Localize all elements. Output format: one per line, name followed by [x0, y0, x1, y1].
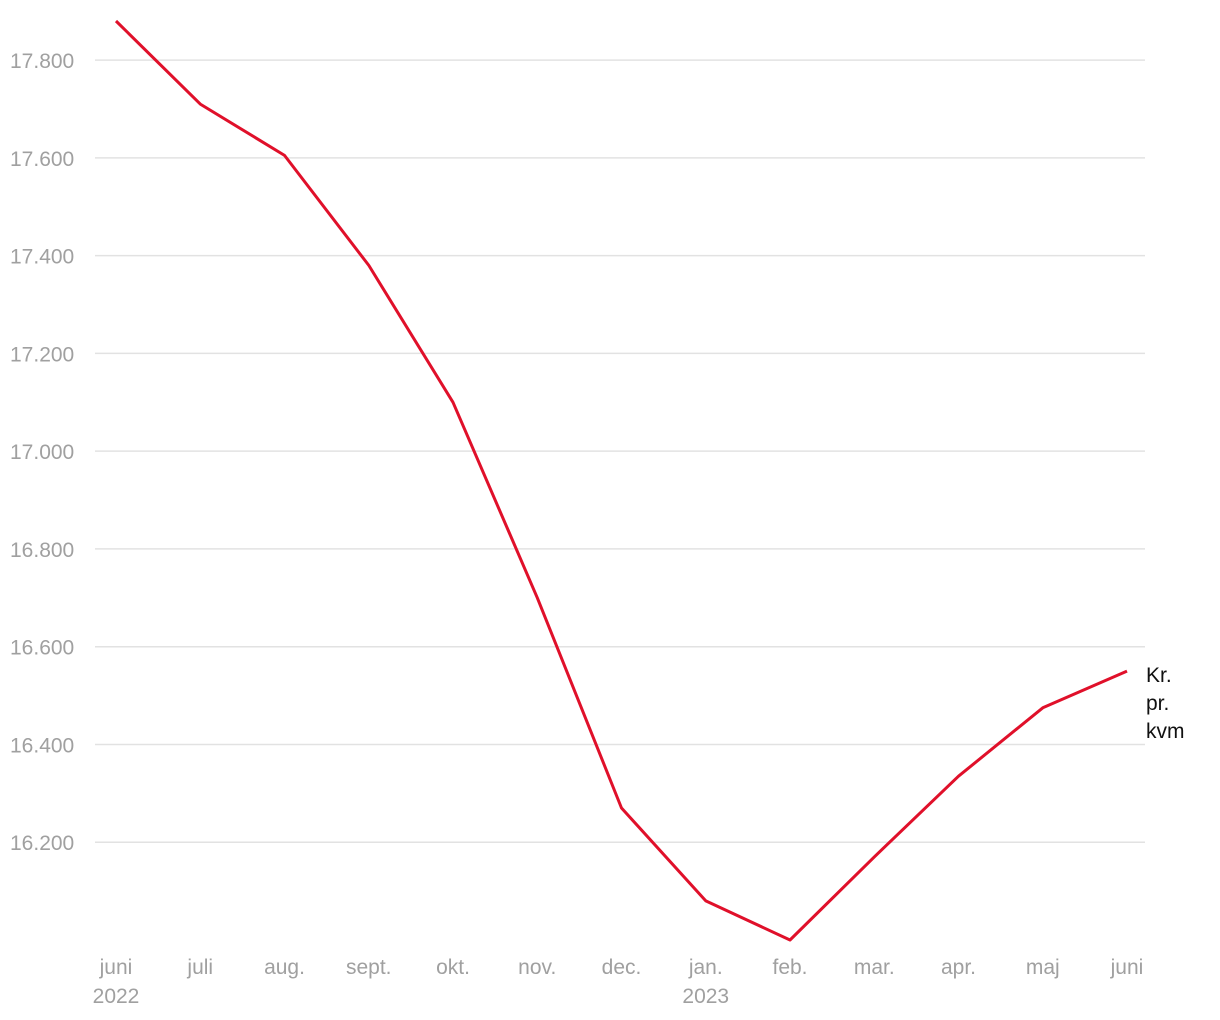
x-tick-label: juni 2022 — [93, 956, 140, 1008]
y-tick-label: 16.600 — [10, 637, 74, 660]
x-tick-label: aug. — [264, 956, 305, 979]
x-tick-label: maj — [1026, 956, 1060, 979]
y-tick-label: 16.400 — [10, 734, 74, 757]
x-tick-label: okt. — [436, 956, 470, 979]
x-tick-label: sept. — [346, 956, 392, 979]
x-tick-label: mar. — [854, 956, 895, 979]
y-tick-label: 17.800 — [10, 50, 74, 73]
y-tick-label: 17.000 — [10, 441, 74, 464]
y-tick-label: 17.600 — [10, 148, 74, 171]
y-tick-label: 16.200 — [10, 832, 74, 855]
x-tick-label: juni — [1110, 956, 1144, 979]
y-tick-label: 16.800 — [10, 539, 74, 562]
x-tick-label: jan. 2023 — [682, 956, 729, 1008]
data-line — [114, 19, 1128, 942]
y-tick-label: 17.200 — [10, 343, 74, 366]
y-tick-label: 17.400 — [10, 246, 74, 269]
x-tick-label: juli — [186, 956, 213, 979]
x-tick-label: feb. — [772, 956, 807, 979]
x-tick-label: apr. — [941, 956, 976, 979]
series-label: Kr. pr. kvm — [1146, 664, 1185, 743]
x-tick-label: dec. — [602, 956, 642, 979]
x-tick-label: nov. — [518, 956, 556, 979]
